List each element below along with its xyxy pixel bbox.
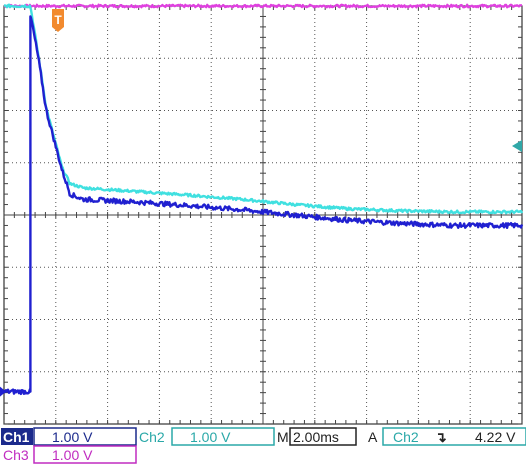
trace-ch3 — [3, 3, 523, 9]
status-bar: Ch1 1.00 V Ch2 1.00 V M 2.00ms A Ch2 ↴ 4… — [0, 427, 526, 465]
scope-markers: T — [0, 9, 522, 397]
trace-ch2 — [3, 3, 524, 215]
timebase-prefix: M — [277, 429, 289, 445]
trigger-mode: A — [368, 429, 378, 445]
trigger-position-marker: T — [52, 9, 64, 32]
ch3-label: Ch3 — [3, 447, 29, 463]
ch1-label: Ch1 — [3, 429, 30, 445]
trigger-level: 4.22 V — [475, 429, 516, 445]
ch1-ground-marker — [0, 386, 6, 397]
ch2-scale: 1.00 V — [190, 429, 231, 445]
trigger-slope-icon: ↴ — [435, 429, 447, 445]
trace-ch1 — [2, 15, 524, 396]
graticule — [3, 5, 523, 425]
ch1-scale: 1.00 V — [52, 429, 93, 445]
ch3-scale: 1.00 V — [52, 447, 93, 463]
timebase-value: 2.00ms — [293, 429, 339, 445]
trigger-level-marker — [512, 140, 522, 152]
trigger-source: Ch2 — [393, 429, 419, 445]
waveform-traces — [2, 3, 524, 396]
ch2-label: Ch2 — [139, 429, 165, 445]
trigger-marker-label: T — [54, 13, 62, 27]
